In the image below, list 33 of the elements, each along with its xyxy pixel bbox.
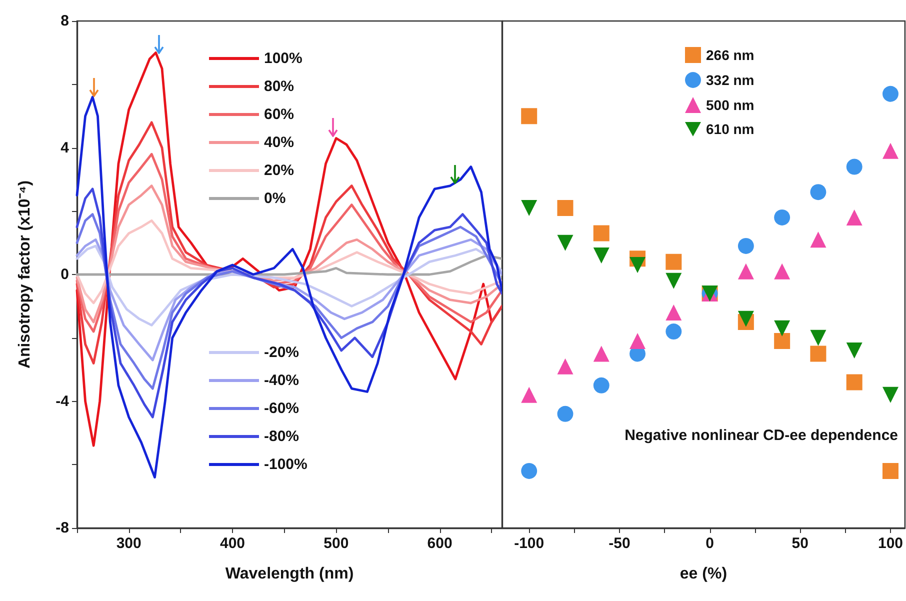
legend-label: 80%	[264, 78, 294, 95]
x-tick-label: 400	[220, 535, 246, 552]
legend-label: -40%	[264, 372, 300, 389]
legend-label: 332 nm	[706, 72, 754, 88]
legend-label: 266 nm	[706, 47, 754, 63]
legend-label: 40%	[264, 134, 294, 151]
legend-label: 500 nm	[706, 97, 754, 113]
annotation: Negative nonlinear CD-ee dependence	[624, 427, 898, 444]
legend-label: -80%	[264, 428, 300, 445]
y-tick-label: 4	[60, 139, 70, 156]
x-tick-label: -100	[514, 535, 544, 552]
y-tick-label: 8	[60, 12, 69, 30]
legend-label: 20%	[264, 162, 294, 179]
legend-label: 60%	[264, 106, 294, 123]
legend-label: 610 nm	[706, 121, 754, 138]
x-tick-label: 500	[324, 535, 349, 552]
legend-label: -100%	[264, 456, 308, 473]
legend-label: 0%	[264, 190, 286, 207]
x-tick-label: -50	[608, 535, 630, 552]
legend-label: -20%	[264, 344, 300, 361]
x-tick-label: 0	[706, 535, 714, 552]
y-tick-label: -4	[56, 392, 70, 410]
x-axis-title: Wavelength (nm)	[225, 566, 354, 582]
x-tick-label: 100	[878, 535, 903, 552]
y-tick-label: -8	[56, 520, 69, 536]
legend-label: -60%	[264, 400, 300, 417]
x-tick-label: 600	[427, 535, 452, 552]
x-axis-title: ee (%)	[680, 566, 728, 582]
x-tick-label: 300	[116, 535, 142, 552]
y-axis-title: Anisotropy factor (x10⁻⁴)	[16, 180, 34, 369]
x-tick-label: 50	[792, 535, 808, 552]
y-tick-label: 0	[60, 266, 69, 283]
legend-label: 100%	[264, 50, 302, 67]
